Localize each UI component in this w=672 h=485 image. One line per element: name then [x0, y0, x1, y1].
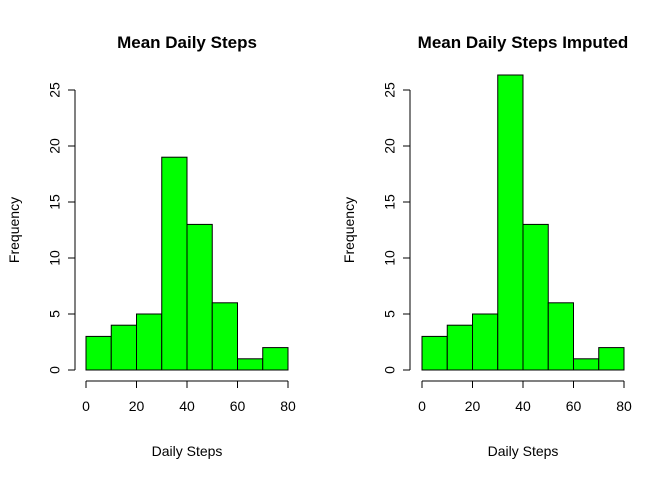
- left-x-axis-label: Daily Steps: [152, 443, 223, 459]
- right-histogram-bar: [472, 313, 499, 371]
- left-y-tick-label: 20: [47, 138, 63, 154]
- right-y-tick-label: 15: [382, 194, 398, 210]
- left-chart-title: Mean Daily Steps: [117, 33, 257, 52]
- left-histogram-bar: [262, 347, 289, 371]
- right-x-axis: 0 20 40 60 80: [418, 380, 632, 414]
- left-histogram-bar: [110, 324, 137, 371]
- right-y-tick-label: 25: [382, 82, 398, 98]
- left-bars: [85, 156, 289, 371]
- left-histogram-bar: [85, 335, 112, 371]
- right-histogram-bar: [446, 324, 473, 371]
- left-histogram-bar: [161, 156, 188, 371]
- right-x-axis-label: Daily Steps: [488, 443, 559, 459]
- left-y-tick-label: 5: [47, 310, 63, 318]
- left-y-tick-label: 0: [47, 366, 63, 374]
- right-y-tick-label: 10: [382, 250, 398, 266]
- right-bars: [421, 74, 625, 371]
- right-histogram-bar: [547, 302, 574, 371]
- left-y-tick-label: 15: [47, 194, 63, 210]
- right-x-tick-label: 40: [515, 398, 531, 414]
- right-histogram-bar: [497, 74, 524, 371]
- left-x-tick-label: 60: [230, 398, 246, 414]
- right-chart-title: Mean Daily Steps Imputed: [418, 33, 629, 52]
- right-x-tick-label: 80: [616, 398, 632, 414]
- left-histogram-panel: Mean Daily Steps Daily Steps Frequency 0…: [6, 33, 296, 459]
- left-histogram-bar: [211, 302, 238, 371]
- left-histogram-bar: [186, 223, 213, 371]
- left-x-tick-label: 80: [280, 398, 296, 414]
- right-y-tick-label: 5: [382, 310, 398, 318]
- left-x-axis: 0 20 40 60 80: [82, 380, 296, 414]
- left-histogram-bar: [136, 313, 163, 371]
- right-x-tick-label: 20: [465, 398, 481, 414]
- right-y-tick-label: 20: [382, 138, 398, 154]
- left-y-axis-label: Frequency: [6, 197, 22, 263]
- left-x-tick-label: 20: [129, 398, 145, 414]
- left-x-tick-label: 0: [82, 398, 90, 414]
- right-y-tick-label: 0: [382, 366, 398, 374]
- right-y-axis-label: Frequency: [341, 197, 357, 263]
- left-x-tick-label: 40: [179, 398, 195, 414]
- right-x-tick-label: 60: [566, 398, 582, 414]
- right-histogram-bar: [598, 347, 625, 371]
- left-y-tick-label: 25: [47, 82, 63, 98]
- right-histogram-bar: [573, 358, 600, 371]
- right-histogram-bar: [421, 335, 448, 371]
- right-histogram-bar: [522, 223, 549, 371]
- left-histogram-bar: [237, 358, 264, 371]
- right-x-tick-label: 0: [418, 398, 426, 414]
- left-y-tick-label: 10: [47, 250, 63, 266]
- left-y-axis: 0 5 10 15 20 25: [47, 82, 76, 374]
- right-y-axis: 0 5 10 15 20 25: [382, 82, 411, 374]
- right-histogram-panel: Mean Daily Steps Imputed Daily Steps Fre…: [341, 33, 632, 459]
